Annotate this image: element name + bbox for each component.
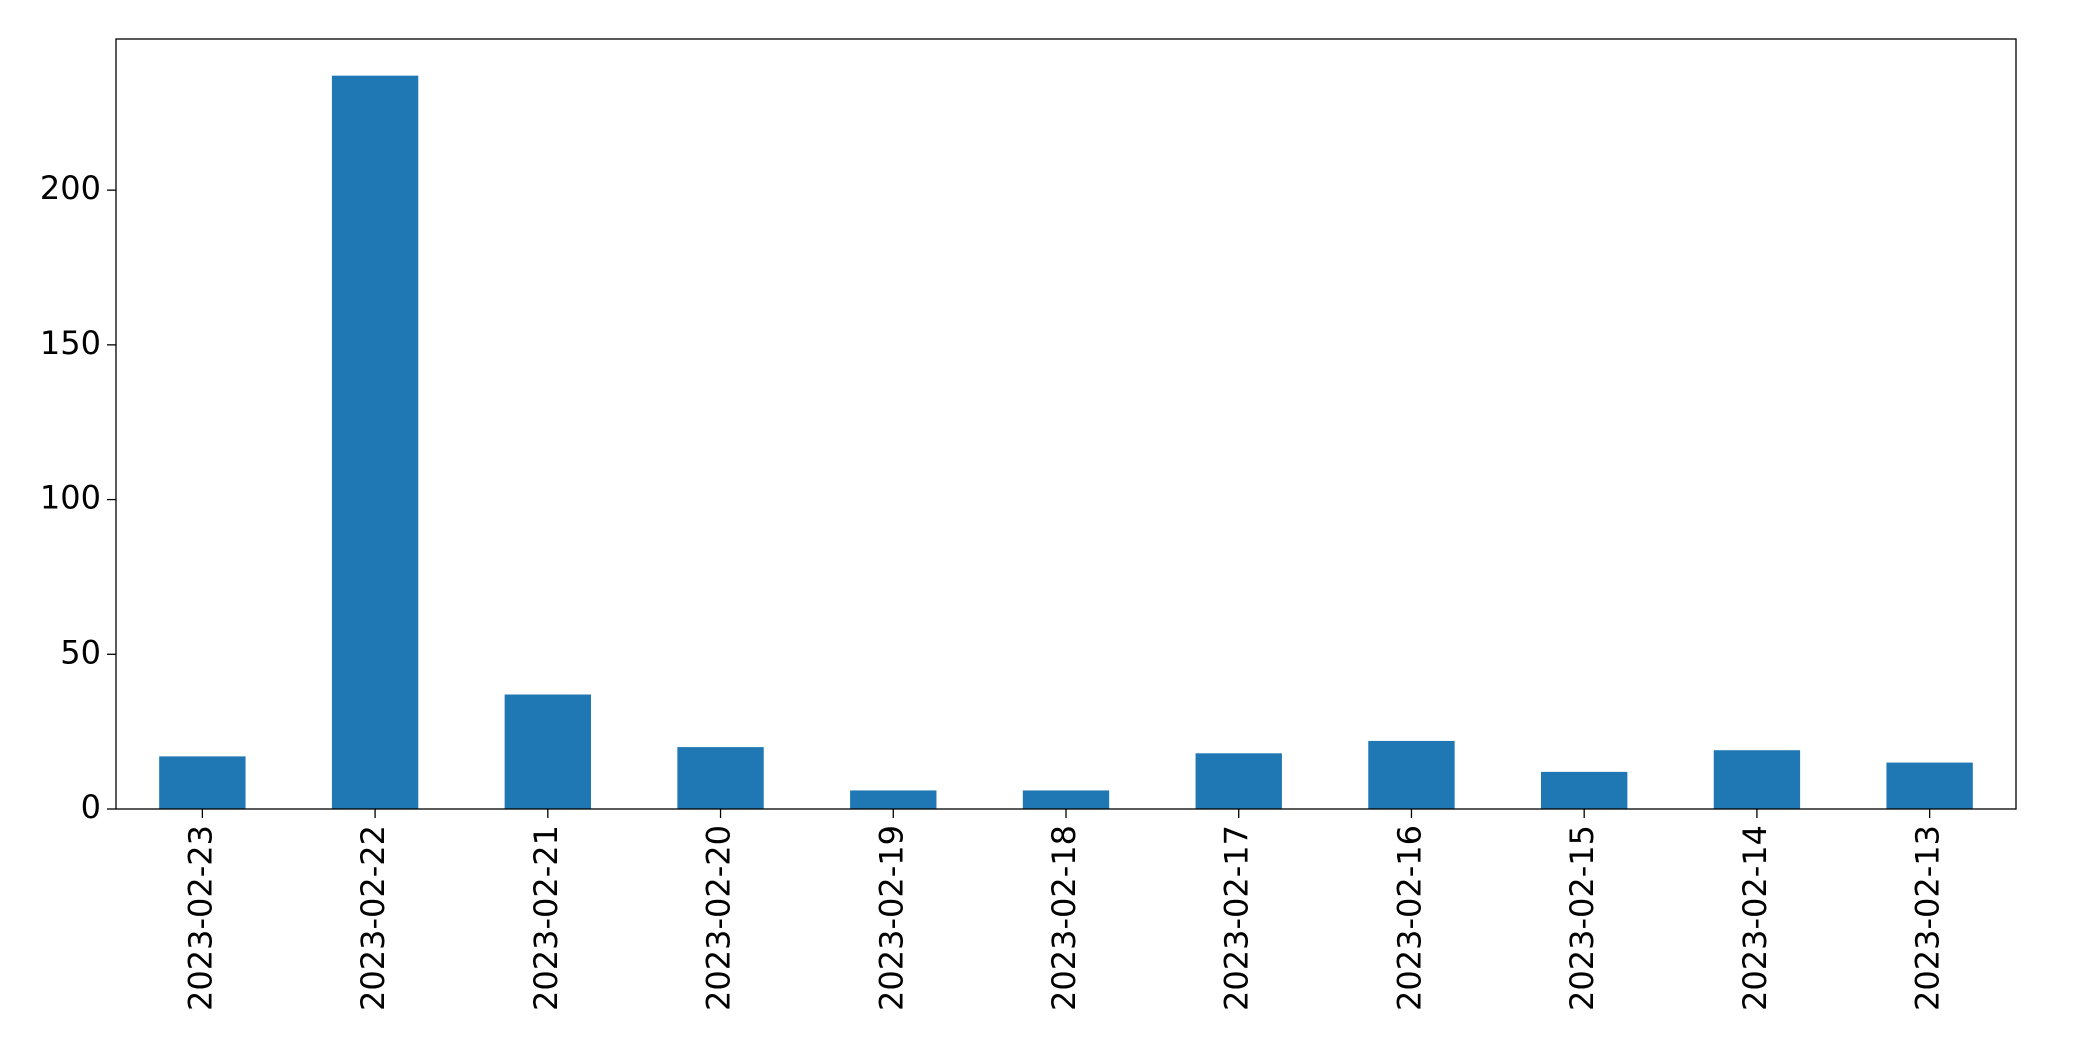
x-tick-label: 2023-02-15	[1563, 825, 1601, 1011]
x-tick-label: 2023-02-22	[354, 825, 392, 1011]
x-tick-label: 2023-02-20	[700, 825, 738, 1011]
x-tick-label: 2023-02-17	[1218, 825, 1256, 1011]
bar	[331, 75, 419, 809]
y-tick-label: 50	[60, 633, 101, 671]
x-tick-label: 2023-02-23	[181, 825, 219, 1011]
bar	[1368, 740, 1455, 809]
bar	[850, 790, 937, 809]
y-tick-label: 100	[40, 479, 101, 517]
x-tick-label: 2023-02-21	[527, 825, 565, 1011]
bar	[1886, 762, 1973, 809]
plot-frame	[115, 38, 2017, 810]
y-tick-label: 0	[81, 788, 101, 826]
bar	[1195, 753, 1282, 809]
bar	[1022, 790, 1110, 809]
y-tick-label: 200	[40, 169, 101, 207]
x-tick-label: 2023-02-18	[1045, 825, 1083, 1011]
bar	[1541, 771, 1628, 809]
x-tick-label: 2023-02-14	[1736, 825, 1774, 1011]
x-tick-label: 2023-02-19	[872, 825, 910, 1011]
bar	[504, 694, 591, 809]
x-tick-label: 2023-02-16	[1390, 825, 1428, 1011]
bar	[677, 747, 764, 809]
bar	[1713, 750, 1801, 809]
x-tick-label: 2023-02-13	[1909, 825, 1947, 1011]
bar	[159, 756, 246, 809]
y-tick-label: 150	[40, 324, 101, 362]
